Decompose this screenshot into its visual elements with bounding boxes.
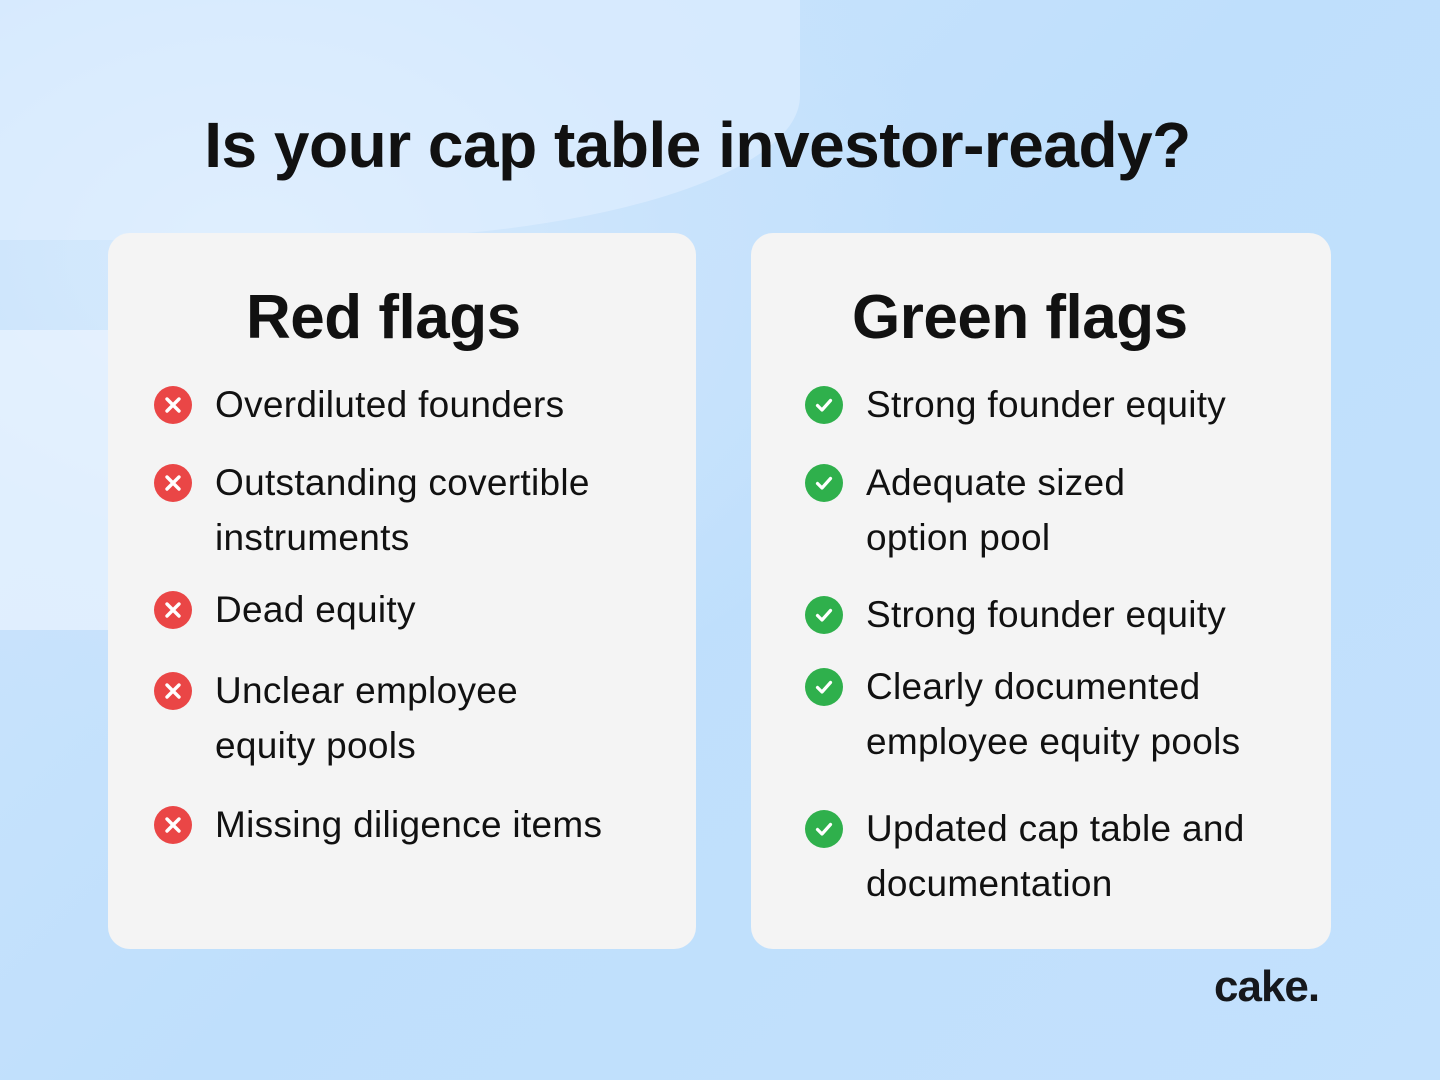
- list-item: Dead equity: [154, 582, 416, 637]
- list-item: Updated cap table and documentation: [805, 801, 1245, 911]
- list-item-label: Outstanding covertible instruments: [215, 462, 590, 558]
- list-item-label: Strong founder equity: [866, 594, 1227, 635]
- x-circle-icon: [154, 591, 192, 629]
- list-item: Adequate sized option pool: [805, 455, 1125, 565]
- list-item-label: Overdiluted founders: [215, 384, 565, 425]
- x-circle-icon: [154, 806, 192, 844]
- list-item-label: Dead equity: [215, 589, 416, 630]
- list-item: Strong founder equity: [805, 587, 1226, 642]
- list-item-label: Strong founder equity: [866, 384, 1227, 425]
- list-item: Clearly documented employee equity pools: [805, 659, 1240, 769]
- check-circle-icon: [805, 810, 843, 848]
- x-circle-icon: [154, 672, 192, 710]
- list-item-label: Updated cap table and documentation: [866, 808, 1245, 904]
- x-circle-icon: [154, 386, 192, 424]
- list-item: Outstanding covertible instruments: [154, 455, 590, 565]
- check-circle-icon: [805, 386, 843, 424]
- red-flags-heading: Red flags: [246, 283, 521, 352]
- list-item-label: Unclear employee equity pools: [215, 670, 519, 766]
- check-circle-icon: [805, 464, 843, 502]
- page-title: Is your cap table investor-ready?: [204, 109, 1191, 181]
- list-item: Unclear employee equity pools: [154, 663, 518, 773]
- list-item: Missing diligence items: [154, 797, 602, 852]
- list-item-label: Adequate sized option pool: [866, 462, 1126, 558]
- red-flags-card: [108, 233, 696, 949]
- green-flags-heading: Green flags: [852, 283, 1188, 352]
- x-circle-icon: [154, 464, 192, 502]
- list-item-label: Clearly documented employee equity pools: [866, 666, 1241, 762]
- list-item: Strong founder equity: [805, 377, 1226, 432]
- check-circle-icon: [805, 596, 843, 634]
- cake-logo: cake.: [1214, 962, 1320, 1011]
- list-item: Overdiluted founders: [154, 377, 564, 432]
- green-flags-card: [751, 233, 1331, 949]
- list-item-label: Missing diligence items: [215, 804, 603, 845]
- check-circle-icon: [805, 668, 843, 706]
